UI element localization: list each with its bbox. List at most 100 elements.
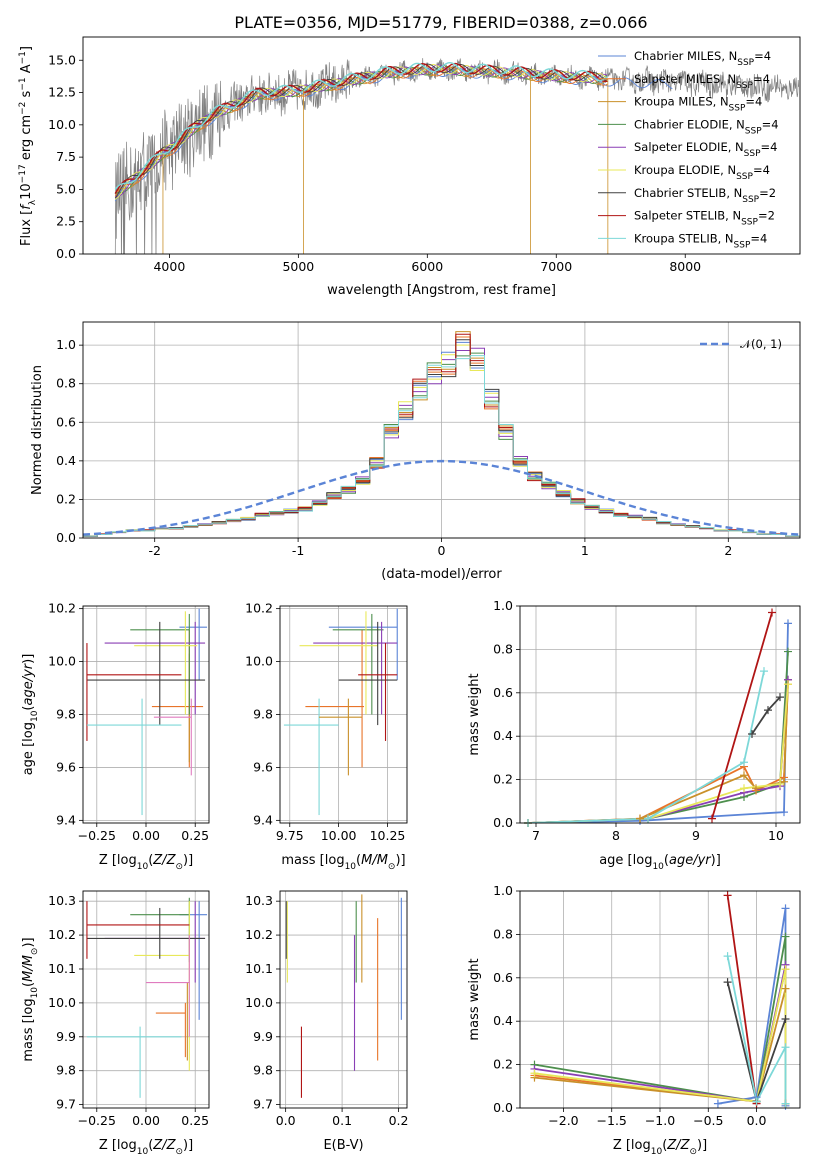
y-tick-label: 9.7 (56, 1097, 76, 1112)
y-tick-label: 10.2 (48, 927, 76, 942)
y-tick-label: 9.9 (56, 1029, 76, 1044)
mass-weight-line (726, 895, 758, 1104)
y-tick-label: 10.0 (245, 654, 273, 669)
y-tick-label: 9.8 (253, 707, 273, 722)
y-tick-label: 0.0 (493, 1100, 513, 1115)
y-tick-label: 9.4 (253, 812, 273, 827)
y-tick-label: 5.0 (56, 181, 76, 196)
axes-frame (519, 890, 801, 1109)
legend-label: Kroupa STELIB, NSSP=4 (634, 231, 767, 250)
y-tick-label: 15.0 (48, 52, 76, 67)
y-tick-label: 7.5 (56, 149, 76, 164)
y-tick-label: 0.2 (493, 1057, 513, 1072)
x-tick-label: 8 (612, 828, 620, 843)
plus-marker (776, 779, 784, 788)
legend-label: Chabrier MILES, NSSP=4 (634, 49, 771, 68)
y-tick-label: 1.0 (56, 337, 76, 352)
x-axis-label: Z [log10(Z/Z⊙)] (99, 1138, 193, 1157)
y-tick-label: 10.2 (48, 601, 76, 616)
plus-marker (740, 771, 748, 780)
panel-spectrum: 4000 5000 6000 7000 8000 0.0 2.5 5.0 7.5 10.0 12.5… (18, 36, 801, 298)
plus-marker (740, 758, 748, 767)
y-tick-label: 0.8 (493, 926, 513, 941)
legend-label: Kroupa ELODIE, NSSP=4 (634, 163, 770, 182)
y-tick-label: 9.8 (56, 1063, 76, 1078)
panel-age-vs-mass: 9.75 10.00 10.25 9.4 9.6 9.8 10.0 10.2 mass [log… (245, 601, 408, 872)
panel-residuals: -2 -1 0 1 2 0.0 0.2 0.4 0.6 0.8 1.0 𝒩(0, 1) (data-mo… (30, 321, 801, 582)
plus-marker (781, 984, 790, 993)
plus-marker (752, 1097, 761, 1106)
mass-weight-line (527, 623, 789, 823)
x-axis-label: age [log10(age/yr)] (599, 853, 721, 872)
plus-marker (784, 680, 792, 689)
y-tick-label: 0.6 (56, 414, 76, 429)
x-tick-label: 0.1 (332, 1113, 352, 1128)
x-tick-label: 6000 (411, 259, 443, 274)
model-spectrum (114, 62, 608, 190)
y-tick-label: 0.6 (493, 685, 513, 700)
y-axis-label: Normed distribution (30, 365, 45, 495)
axes-frame (82, 890, 210, 1109)
plus-marker (723, 978, 732, 987)
axes-frame (82, 321, 801, 539)
model-spectrum (114, 66, 608, 197)
axes-frame (279, 605, 408, 824)
plot-panels: 4000 5000 6000 7000 80000.02.55.07.510.012.5… (18, 36, 801, 1157)
y-tick-label: 0.2 (56, 491, 76, 506)
x-tick-label: 7000 (540, 259, 572, 274)
x-tick-label: -1 (292, 543, 304, 558)
legend-label: Salpeter MILES, NSSP=4 (634, 72, 770, 91)
x-tick-label: 9.75 (276, 828, 304, 843)
plot-area (86, 608, 208, 816)
x-tick-label: 0.0 (747, 1113, 767, 1128)
model-spectrum (114, 62, 608, 194)
x-tick-label: −2.0 (548, 1113, 578, 1128)
residual-histogram (83, 355, 800, 537)
x-tick-label: −1.0 (645, 1113, 675, 1128)
x-axis-label: (data-model)/error (381, 567, 502, 582)
plus-marker (708, 814, 716, 823)
y-tick-label: 0.8 (56, 376, 76, 391)
y-tick-label: 1.0 (493, 883, 513, 898)
x-axis-label: E(B-V) (323, 1138, 363, 1153)
y-tick-label: 0.8 (493, 641, 513, 656)
plus-marker (530, 1069, 539, 1078)
plot-area (83, 331, 800, 537)
axes-frame (519, 605, 801, 824)
x-axis-label: Z [log10(Z/Z⊙)] (99, 853, 193, 872)
x-tick-label: −0.5 (693, 1113, 723, 1128)
legend-label: Salpeter ELODIE, NSSP=4 (634, 140, 777, 159)
panel-mass-vs-ebv: 0.0 0.1 0.2 9.7 9.8 9.9 10.0 10.1 10.2 10.3 E(B-V) (245, 890, 408, 1153)
y-tick-label: 10.0 (48, 117, 76, 132)
y-tick-label: 12.5 (48, 85, 76, 100)
y-tick-label: 0.4 (56, 453, 76, 468)
x-tick-label: 0.00 (132, 828, 160, 843)
x-tick-label: −1.5 (597, 1113, 627, 1128)
plus-marker (781, 932, 790, 941)
axes-frame (279, 890, 408, 1109)
mass-weight-line (527, 684, 789, 823)
plus-marker (723, 952, 732, 961)
figure-title: PLATE=0356, MJD=51779, FIBERID=0388, z=0… (234, 13, 647, 32)
y-tick-label: 9.8 (56, 707, 76, 722)
x-tick-label: 9 (692, 828, 700, 843)
plot-area (86, 897, 208, 1098)
x-tick-label: 7 (532, 828, 540, 843)
plus-marker (776, 693, 784, 702)
axes-frame (82, 605, 210, 824)
y-axis-label: age [log10(age/yr)] (21, 654, 40, 776)
plus-marker (723, 891, 732, 900)
y-tick-label: 10.0 (48, 995, 76, 1010)
y-tick-label: 9.8 (253, 1063, 273, 1078)
mass-weight-line (527, 679, 789, 823)
y-tick-label: 9.4 (56, 812, 76, 827)
plot-area (527, 612, 789, 823)
y-axis-label: mass weight (467, 673, 482, 755)
mass-weight-line (711, 612, 773, 819)
y-tick-label: 2.5 (56, 214, 76, 229)
mass-weight-line (527, 670, 765, 823)
y-tick-label: 10.2 (245, 927, 273, 942)
plus-marker (764, 706, 772, 715)
y-tick-label: 10.1 (245, 961, 273, 976)
